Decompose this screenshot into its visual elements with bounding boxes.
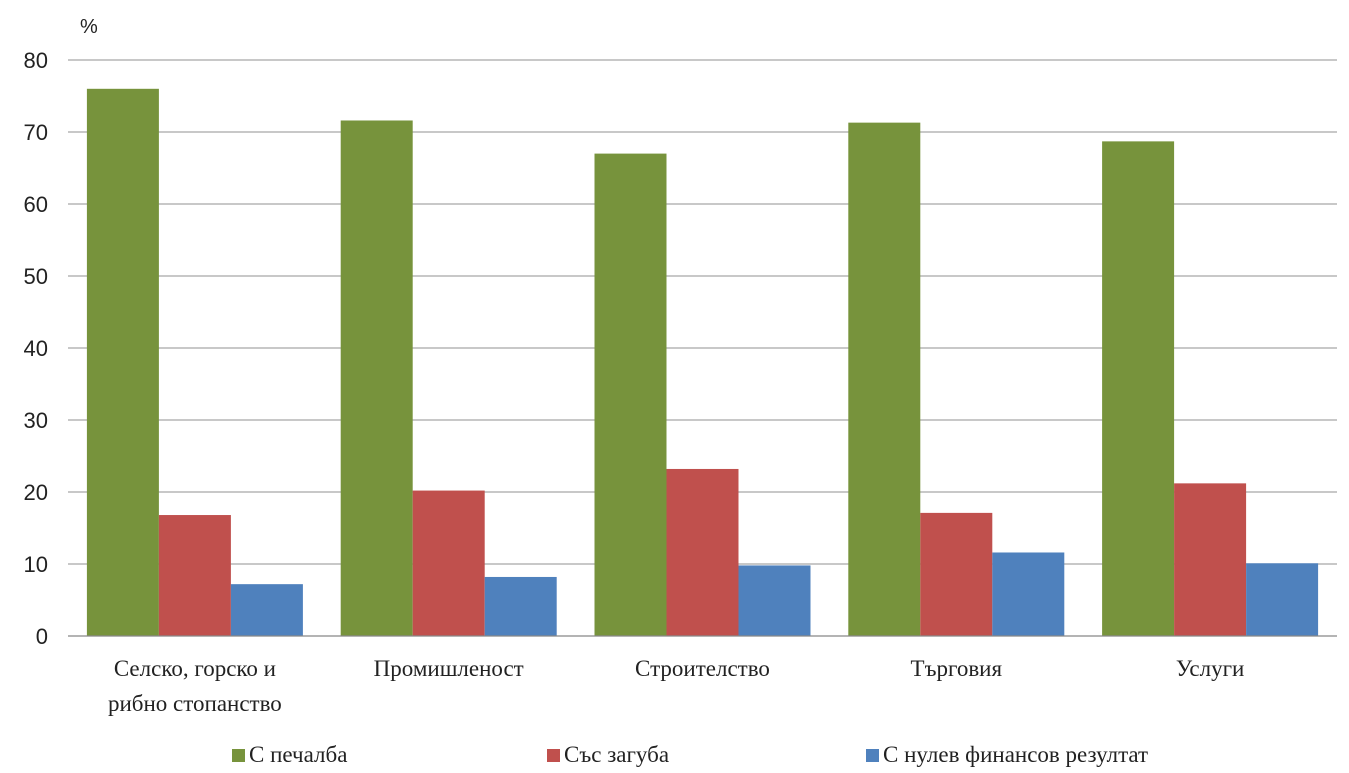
y-tick-label: 0 [36,624,48,649]
bar [1102,141,1175,637]
legend-label: С печалба [249,742,347,767]
bar [666,468,739,636]
category-label: Селско, горско и [114,656,276,681]
y-tick-labels: 0 10 20 30 40 50 60 70 80 [24,48,48,649]
bar [340,120,413,637]
bar [738,565,811,636]
legend-label: Със загуба [564,742,669,767]
gridlines [68,59,1337,565]
y-tick-label: 30 [24,408,48,433]
bar [1174,483,1247,636]
category-label: Промишленост [374,656,524,681]
bar [848,122,921,636]
bar [86,88,159,637]
legend: С печалба Със загуба С нулев финансов резу… [232,742,1148,767]
y-tick-label: 10 [24,552,48,577]
bar [412,490,485,636]
bar [920,512,993,636]
bar [1246,563,1319,636]
y-tick-label: 40 [24,336,48,361]
y-tick-label: 50 [24,264,48,289]
legend-swatch [232,749,245,762]
y-unit-label: % [80,16,98,38]
legend-swatch [547,749,560,762]
category-label: Търговия [911,656,1003,681]
y-tick-label: 80 [24,48,48,73]
bar [484,576,557,636]
bar [230,584,303,636]
category-labels: Селско, горско и рибно стопанство Промишле… [108,656,1244,716]
y-tick-label: 60 [24,192,48,217]
y-tick-label: 70 [24,120,48,145]
bar [158,515,231,636]
category-label: Строителство [635,656,770,681]
bar [594,153,667,636]
category-label: рибно стопанство [108,691,282,716]
legend-swatch [866,749,879,762]
category-label: Услуги [1176,656,1244,681]
bars [86,88,1319,637]
y-tick-label: 20 [24,480,48,505]
bar [992,552,1065,636]
legend-label: С нулев финансов резултат [883,742,1148,767]
